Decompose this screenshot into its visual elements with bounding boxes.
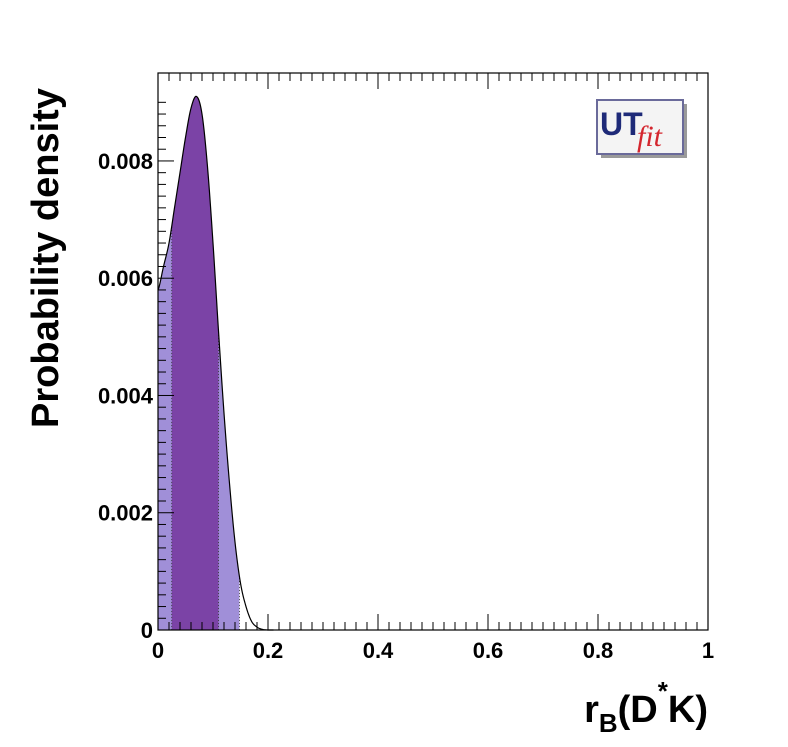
- interval-fills: [157, 96, 240, 631]
- x-tick-label: 0.6: [473, 638, 504, 663]
- x-axis-title-paren-open: (D: [618, 689, 658, 731]
- y-tick-label: 0: [141, 618, 153, 643]
- x-tick-label: 1: [702, 638, 714, 663]
- y-tick-label: 0.008: [98, 149, 153, 174]
- logo-text-ut: UT: [600, 106, 643, 142]
- x-tick-label: 0.4: [363, 638, 394, 663]
- y-axis-title: Probability density: [25, 88, 67, 428]
- pdf-curve: [157, 95, 274, 631]
- interval-fill-1: [171, 96, 219, 631]
- utfit-logo: UT fit: [596, 99, 687, 158]
- y-axis-ticks: 0 0.002 0.004 0.006 0.008: [98, 101, 174, 643]
- logo-box: [596, 99, 684, 155]
- x-axis-title-superscript: *: [658, 676, 669, 706]
- x-tick-label: 0.8: [583, 638, 614, 663]
- x-axis-ticks: 0 0.2 0.4 0.6 0.8 1: [152, 73, 714, 663]
- plot-frame: [157, 72, 709, 631]
- y-tick-label: 0.002: [98, 501, 153, 526]
- logo-text-fit: fit: [637, 120, 663, 153]
- x-tick-label: 0: [152, 638, 164, 663]
- x-axis-title: rB(D*K): [584, 676, 708, 738]
- x-axis-title-main: r: [584, 689, 599, 731]
- y-tick-label: 0.006: [98, 266, 153, 291]
- x-tick-label: 0.2: [253, 638, 284, 663]
- x-axis-title-paren-close: K): [668, 689, 708, 731]
- x-axis-title-subscript: B: [599, 708, 618, 738]
- y-tick-label: 0.004: [98, 383, 154, 408]
